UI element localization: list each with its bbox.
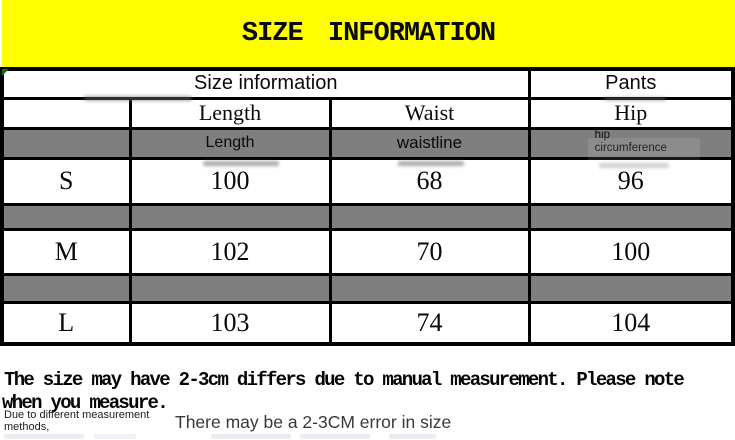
length-subheader-cell: Length [128,126,332,160]
faint-artifact-strip [4,434,84,439]
error-side-note: There may be a 2-3CM error in size [175,412,452,432]
text-shadow-artifact [599,163,669,168]
size-m-label: M [0,227,132,276]
small-measurement-note: Due to different measurement methods, [4,409,149,433]
gray-separator-row [0,202,735,231]
hip-column-header: Hip [527,96,735,130]
pants-header-cell: Pants [527,67,735,100]
small-note-line2: methods, [4,421,50,433]
size-l-hip: 104 [527,300,735,346]
waist-column-header: Waist [328,96,531,130]
banner-left-margin [0,0,2,67]
hip-circumference-label: hip circumference [594,128,667,155]
measurement-note-line2: when you measure. [2,392,169,414]
banner-title: SIZE INFORMATION [241,18,496,49]
gray-separator-row [0,272,735,304]
hip-circumference-subheader-cell: hip circumference [527,126,735,160]
gray-empty-cell [0,126,132,160]
faint-artifact-strip [211,434,291,439]
measurement-note-line1: The size may have 2-3cm differs due to m… [4,369,685,391]
table-row-size-l: L 103 74 104 [0,300,735,346]
small-note-line1: Due to different measurement [4,409,150,421]
gray-subheader-row: Length waistline hip circumference [0,126,735,160]
size-m-waist: 70 [328,227,531,276]
text-shadow-artifact [203,161,279,166]
size-m-hip: 100 [527,227,735,276]
empty-corner-cell [0,96,132,130]
size-information-banner: SIZE INFORMATION [2,0,735,67]
waistline-subheader-cell: waistline [328,126,531,160]
size-s-hip: 96 [527,156,735,206]
text-shadow-artifact [604,97,666,101]
faint-artifact-strip [300,434,370,439]
faint-artifact-strip [389,434,436,439]
faint-artifact-strip [94,434,136,439]
text-shadow-artifact [84,96,192,101]
size-chart-table: Size information Pants Length Waist Hip … [0,67,735,346]
table-row-size-s: S 100 68 96 [0,156,735,206]
green-corner-marker [2,69,9,76]
hip-label-line1: hip [594,128,610,141]
size-l-length: 103 [128,300,332,346]
size-l-waist: 74 [328,300,531,346]
column-header-row: Length Waist Hip [0,96,735,130]
table-header-row: Size information Pants [0,67,735,100]
hip-label-line2: circumference [594,141,667,154]
size-s-label: S [0,156,132,206]
size-information-header-cell: Size information [0,67,531,100]
table-row-size-m: M 102 70 100 [0,227,735,276]
text-shadow-artifact [398,161,464,166]
size-m-length: 102 [128,227,332,276]
size-l-label: L [0,300,132,346]
length-column-header: Length [128,96,332,130]
translation-overlay-box [588,138,700,164]
